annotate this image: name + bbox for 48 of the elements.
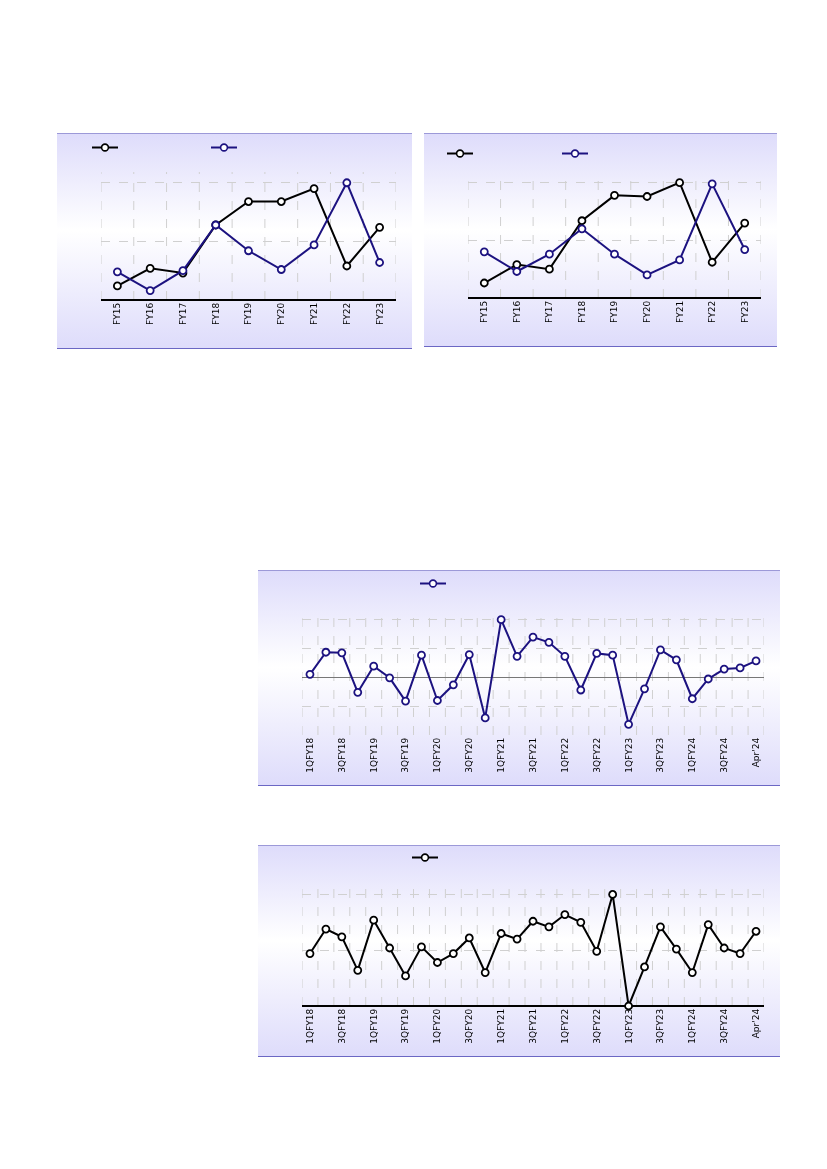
x-tick-label: 1QFY24 <box>687 737 698 773</box>
x-tick-label: 3QFY18 <box>336 737 347 773</box>
x-tick-label: 1QFY18 <box>304 737 315 773</box>
x-tick-label: 3QFY19 <box>400 1008 411 1044</box>
x-tick-label: 1QFY23 <box>623 1008 634 1044</box>
x-tick-label: 3QFY18 <box>336 1008 347 1044</box>
x-tick-label: 3QFY19 <box>400 737 411 773</box>
x-tick-label: 3QFY20 <box>464 737 475 773</box>
x-tick-label: 1QFY24 <box>687 1008 698 1044</box>
x-tick-label: 1QFY18 <box>304 1008 315 1044</box>
x-tick-label: FY15 <box>112 302 123 325</box>
x-tick-label: 1QFY21 <box>496 737 507 773</box>
x-tick-label: Apr'24 <box>750 1008 761 1039</box>
x-tick-label: FY21 <box>674 300 685 323</box>
x-tick-label: FY20 <box>276 302 287 325</box>
x-tick-label: FY23 <box>739 300 750 323</box>
x-tick-label: 1QFY19 <box>368 737 379 773</box>
x-tick-label: FY18 <box>576 300 587 323</box>
x-tick-label: FY16 <box>511 300 522 323</box>
x-tick-label: 1QFY23 <box>623 737 634 773</box>
x-tick-label: 1QFY21 <box>496 1008 507 1044</box>
x-tick-label: 3QFY22 <box>591 737 602 773</box>
x-tick-label: 1QFY22 <box>559 737 570 773</box>
x-tick-label: 3QFY23 <box>655 737 666 773</box>
x-tick-label: FY22 <box>341 302 352 325</box>
x-tick-label: 1QFY22 <box>559 1008 570 1044</box>
x-tick-label: 1QFY20 <box>432 737 443 773</box>
x-tick-label: Apr'24 <box>750 737 761 768</box>
x-tick-label: FY16 <box>145 302 156 325</box>
x-tick-label: 3QFY24 <box>719 737 730 773</box>
x-tick-label: FY17 <box>544 300 555 323</box>
x-tick-label: FY23 <box>374 302 385 325</box>
x-tick-label: 1QFY20 <box>432 1008 443 1044</box>
x-tick-label: 3QFY21 <box>527 737 538 773</box>
x-tick-label: 3QFY21 <box>527 1008 538 1044</box>
x-tick-label: FY17 <box>177 302 188 325</box>
x-tick-label: 1QFY19 <box>368 1008 379 1044</box>
x-tick-label: 3QFY24 <box>719 1008 730 1044</box>
x-tick-label: 3QFY20 <box>464 1008 475 1044</box>
x-tick-label: FY22 <box>707 300 718 323</box>
x-tick-label: FY15 <box>479 300 490 323</box>
x-tick-label: FY19 <box>243 302 254 325</box>
x-tick-label: FY21 <box>308 302 319 325</box>
x-tick-label: FY20 <box>641 300 652 323</box>
x-tick-label: FY18 <box>210 302 221 325</box>
x-tick-label: FY19 <box>609 300 620 323</box>
x-tick-label: 3QFY22 <box>591 1008 602 1044</box>
x-tick-label: 3QFY23 <box>655 1008 666 1044</box>
